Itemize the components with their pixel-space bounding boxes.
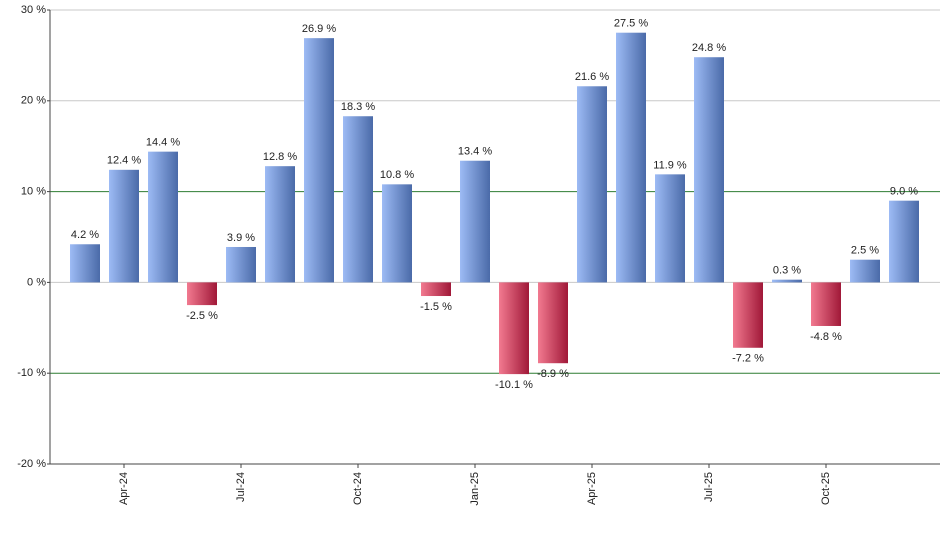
- value-label: 12.4 %: [107, 155, 141, 167]
- x-tick-label: Apr-25: [586, 472, 598, 505]
- bar: [733, 282, 763, 348]
- x-tick-label: Jul-25: [703, 472, 715, 502]
- bar: [343, 116, 373, 283]
- bar: [889, 200, 919, 283]
- x-tick-label: Oct-24: [352, 472, 364, 505]
- value-label: -10.1 %: [495, 379, 533, 391]
- value-label: 14.4 %: [146, 137, 180, 149]
- value-label: 3.9 %: [227, 232, 255, 244]
- bar: [304, 38, 334, 283]
- value-label: 9.0 %: [890, 186, 918, 198]
- value-label: -1.5 %: [420, 301, 452, 313]
- value-label: 0.3 %: [773, 265, 801, 277]
- bar: [109, 169, 139, 283]
- bar: [265, 166, 295, 283]
- y-tick-label: -20 %: [17, 458, 46, 470]
- x-tick-label: Jul-24: [235, 472, 247, 502]
- x-tick-label: Apr-24: [118, 472, 130, 505]
- value-label: 26.9 %: [302, 23, 336, 35]
- value-label: -2.5 %: [186, 310, 218, 322]
- bar: [772, 279, 802, 283]
- bar: [577, 86, 607, 283]
- bar: [148, 151, 178, 283]
- value-label: 4.2 %: [71, 229, 99, 241]
- value-label: 18.3 %: [341, 101, 375, 113]
- y-tick-label: -10 %: [17, 367, 46, 379]
- value-label: 10.8 %: [380, 169, 414, 181]
- value-label: 2.5 %: [851, 245, 879, 257]
- bar: [187, 282, 217, 306]
- bar: [499, 282, 529, 375]
- bar: [460, 160, 490, 283]
- value-label: -4.8 %: [810, 331, 842, 343]
- value-label: 21.6 %: [575, 71, 609, 83]
- value-label: 24.8 %: [692, 42, 726, 54]
- y-tick-label: 30 %: [21, 4, 46, 16]
- bar: [616, 32, 646, 283]
- value-label: 12.8 %: [263, 151, 297, 163]
- bar: [811, 282, 841, 326]
- value-label: 27.5 %: [614, 18, 648, 30]
- bar: [538, 282, 568, 364]
- bar: [382, 184, 412, 283]
- value-label: 11.9 %: [653, 159, 687, 171]
- bar: [850, 259, 880, 283]
- y-tick-label: 0 %: [27, 276, 46, 288]
- bar: [70, 244, 100, 283]
- x-tick-label: Jan-25: [469, 472, 481, 506]
- bar: [226, 246, 256, 283]
- y-tick-label: 10 %: [21, 186, 46, 198]
- value-label: -7.2 %: [732, 353, 764, 365]
- bar: [694, 57, 724, 283]
- y-tick-label: 20 %: [21, 95, 46, 107]
- value-label: 13.4 %: [458, 146, 492, 158]
- value-label: -8.9 %: [537, 368, 569, 380]
- x-tick-label: Oct-25: [820, 472, 832, 505]
- bar: [421, 282, 451, 297]
- bar: [655, 174, 685, 283]
